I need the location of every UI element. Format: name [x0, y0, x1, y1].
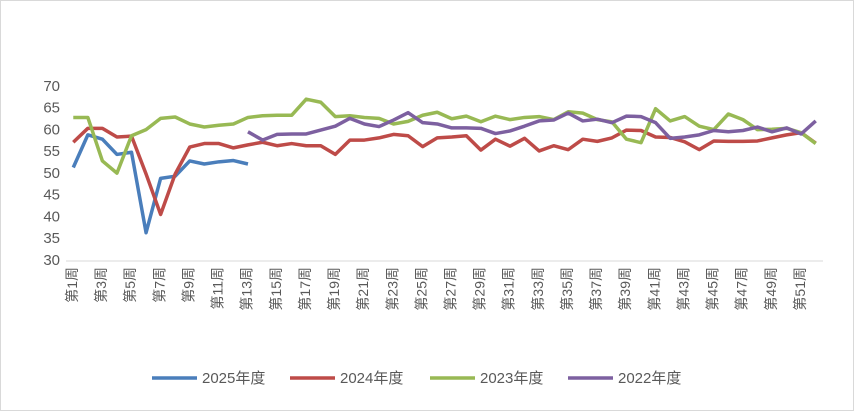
y-tick-label: 70	[43, 78, 60, 95]
series-line	[73, 97, 817, 175]
legend-label: 2024年度	[340, 370, 403, 387]
series-line	[72, 126, 817, 217]
x-tick-label: 第1周	[64, 267, 80, 303]
x-tick-label: 第11周	[210, 267, 226, 310]
x-tick-label: 第33周	[530, 267, 546, 311]
x-tick-label: 第25周	[413, 267, 429, 311]
x-tick-label: 第7周	[151, 267, 167, 303]
x-tick-label: 第9周	[180, 267, 196, 303]
x-tick-label: 第19周	[326, 267, 342, 311]
legend-label: 2025年度	[202, 370, 265, 387]
y-tick-label: 35	[43, 230, 60, 247]
y-tick-label: 60	[43, 121, 60, 138]
y-tick-label: 55	[43, 143, 60, 160]
y-tick-label: 65	[43, 100, 60, 117]
series-line	[71, 133, 249, 235]
y-tick-label: 45	[43, 187, 60, 204]
x-tick-label: 第45周	[705, 267, 721, 311]
series-line	[247, 110, 817, 142]
x-tick-label: 第21周	[355, 267, 371, 311]
x-tick-label: 第23周	[384, 267, 400, 311]
legend-label: 2022年度	[618, 370, 681, 387]
y-tick-label: 40	[43, 208, 60, 225]
x-tick-label: 第43周	[675, 267, 691, 311]
x-tick-label: 第49周	[763, 267, 779, 311]
x-tick-label: 第27周	[442, 267, 458, 311]
x-tick-label: 第39周	[617, 267, 633, 311]
x-tick-label: 第15周	[268, 267, 284, 311]
y-tick-label: 50	[43, 165, 60, 182]
x-tick-label: 第41周	[646, 267, 662, 311]
x-tick-label: 第29周	[472, 267, 488, 311]
x-tick-label: 第17周	[297, 267, 313, 311]
x-tick-label: 第31周	[501, 267, 517, 311]
y-tick-label: 30	[43, 252, 60, 269]
x-tick-label: 第13周	[239, 267, 255, 311]
x-tick-label: 第5周	[122, 267, 138, 303]
x-tick-label: 第35周	[559, 267, 575, 311]
x-tick-label: 第37周	[588, 267, 604, 311]
x-tick-label: 第47周	[734, 267, 750, 311]
x-tick-label: 第3周	[93, 267, 109, 303]
x-tick-label: 第51周	[792, 267, 808, 311]
legend-label: 2023年度	[480, 370, 543, 387]
